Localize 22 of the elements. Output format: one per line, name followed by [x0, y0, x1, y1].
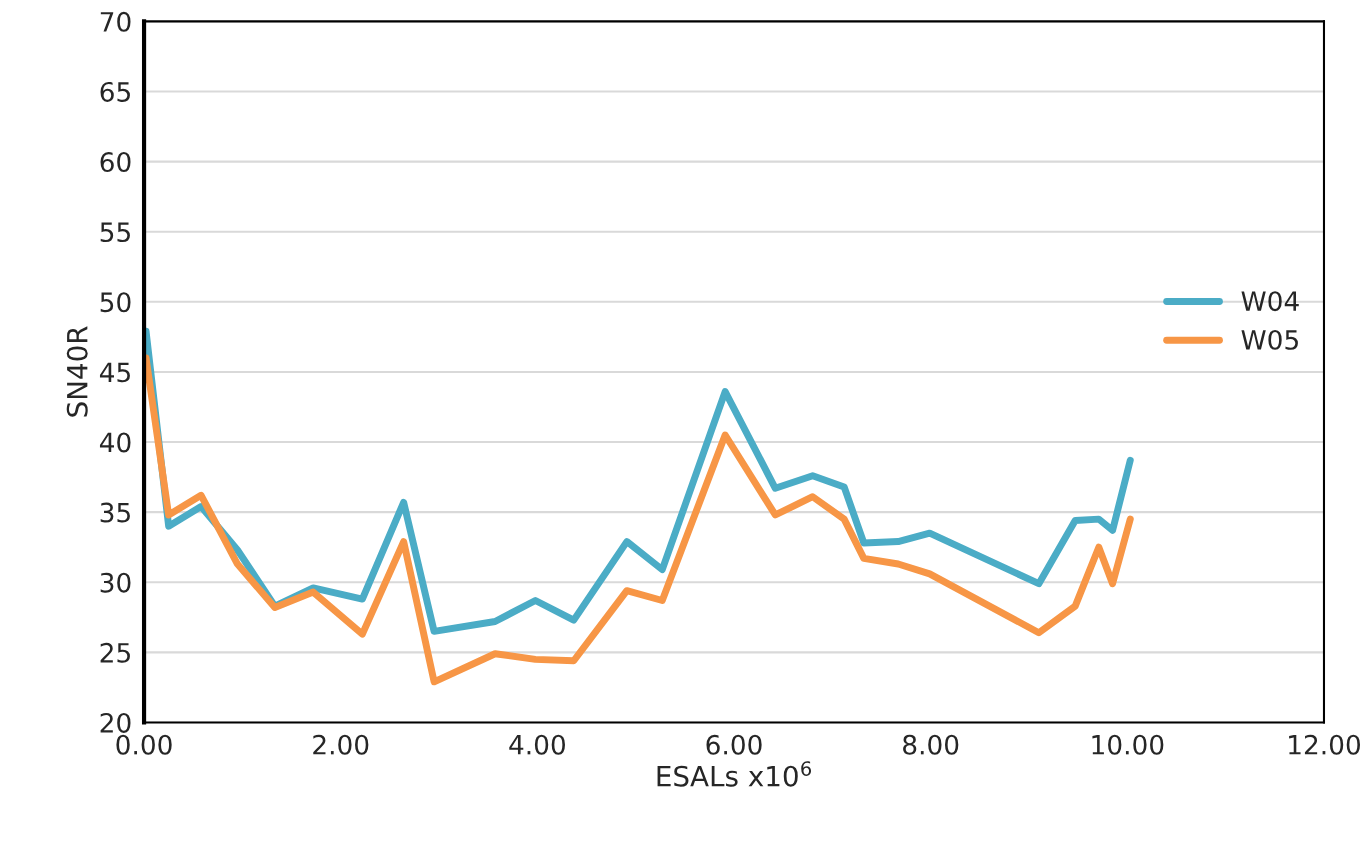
y-tick-label: 50 [100, 292, 131, 313]
x-tick-label: 6.00 [706, 734, 762, 755]
y-tick-label: 70 [100, 11, 131, 32]
x-axis-title: ESALs x10$^{6}$ [657, 761, 812, 787]
y-tick-label: 45 [99, 362, 130, 383]
y-tick-label: 40 [99, 432, 131, 453]
y-tick-label: 55 [100, 222, 130, 243]
x-tick-label: 12.00 [1289, 734, 1360, 755]
y-tick-label: 60 [100, 152, 131, 172]
y-tick-label: 30 [100, 572, 131, 593]
y-tick-label: 25 [100, 642, 130, 663]
y-tick-label: 65 [100, 81, 130, 102]
y-tick-label: 35 [100, 502, 130, 523]
x-tick-label: 8.00 [903, 734, 959, 755]
y-tick-label: 20 [100, 712, 131, 733]
legend-label: W05 [1241, 329, 1298, 350]
x-tick-label: 4.00 [509, 734, 565, 755]
legend-label: W04 [1241, 291, 1299, 312]
x-tick-label: 2.00 [313, 734, 369, 755]
y-axis-title: SN40R [66, 326, 88, 417]
x-tick-label: 10.00 [1092, 734, 1164, 755]
x-tick-label: 0.00 [116, 734, 172, 755]
